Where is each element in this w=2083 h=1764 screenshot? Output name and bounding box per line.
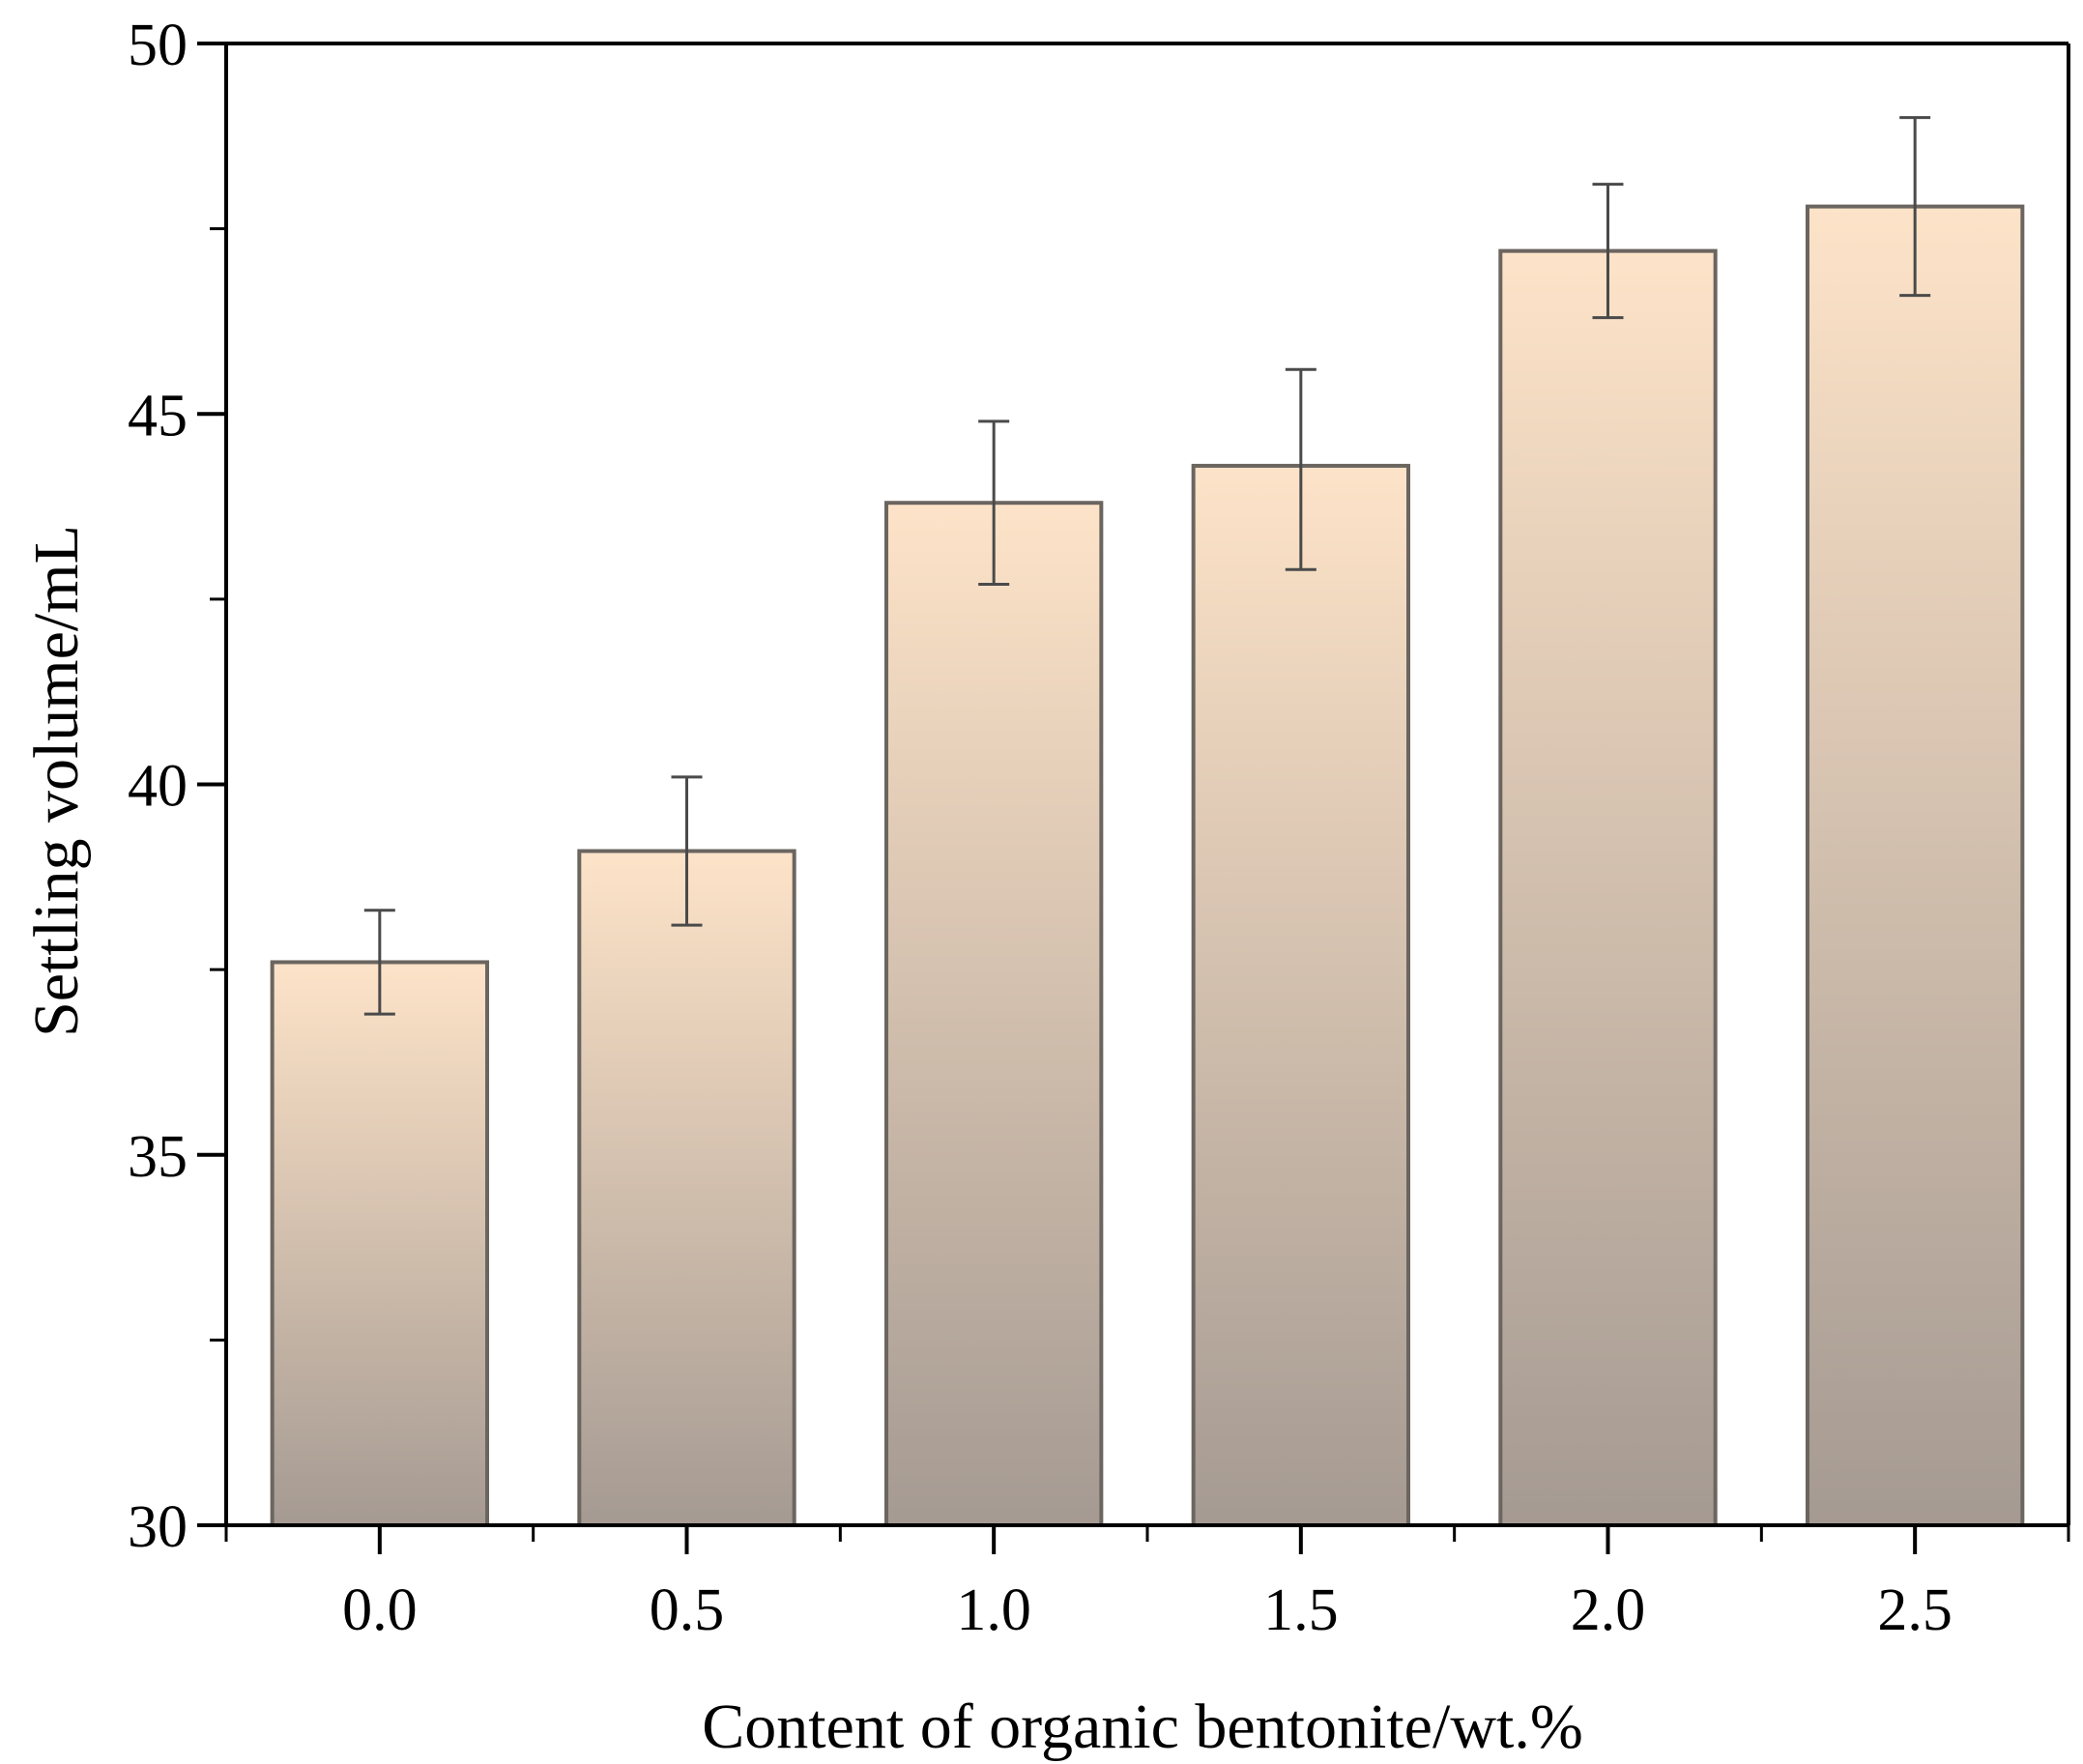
y-tick-label-50: 50 <box>128 13 188 78</box>
y-tick-label-45: 45 <box>128 383 188 448</box>
bar-2.0 <box>1498 248 1718 1527</box>
x-tick-label-2.5: 2.5 <box>1877 1577 1953 1643</box>
error-bars-layer <box>363 116 1931 1016</box>
y-tick-label-35: 35 <box>128 1124 188 1190</box>
x-tick-label-2.0: 2.0 <box>1571 1577 1646 1643</box>
bar-2.5 <box>1805 204 2025 1527</box>
x-tick-label-1.0: 1.0 <box>956 1577 1031 1643</box>
x-tick-label-0.0: 0.0 <box>342 1577 418 1643</box>
x-axis-title: Content of organic bentonite/wt.% <box>702 1692 1583 1762</box>
x-tick-label-0.5: 0.5 <box>650 1577 725 1643</box>
bar-1.5 <box>1191 463 1411 1527</box>
x-tick-label-1.5: 1.5 <box>1263 1577 1339 1643</box>
y-tick-label-30: 30 <box>128 1494 188 1560</box>
bar-0.5 <box>577 849 796 1527</box>
axes-layer: 30 35 40 45 50 0.0 0.5 1.0 1.5 2.0 2.5 <box>128 13 2070 1643</box>
y-tick-label-40: 40 <box>128 754 188 820</box>
y-axis-title: Settling volume/mL <box>21 525 92 1037</box>
bar-0.0 <box>270 960 490 1527</box>
bar-1.0 <box>883 501 1104 1527</box>
bars-layer <box>270 204 2025 1527</box>
